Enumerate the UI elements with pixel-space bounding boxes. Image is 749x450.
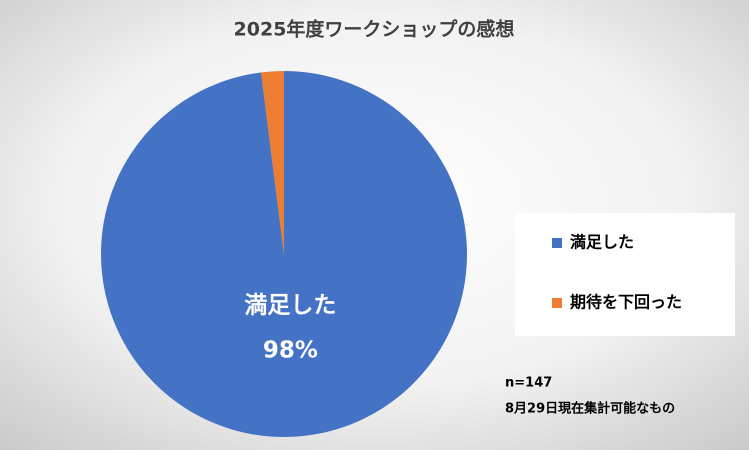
chart-title: 2025年度ワークショップの感想 xyxy=(234,18,515,41)
annotation: 8月29日現在集計可能なもの xyxy=(505,401,675,417)
annotation: n=147 xyxy=(505,376,552,391)
legend-label: 満足した xyxy=(570,233,634,252)
legend-swatch xyxy=(552,298,562,308)
data-label-value: 98% xyxy=(263,338,318,364)
legend-swatch xyxy=(552,238,562,248)
data-label-category: 満足した xyxy=(244,293,336,319)
pie-slice xyxy=(100,71,467,437)
pie-slice xyxy=(261,71,284,254)
legend-box xyxy=(515,213,735,336)
legend-label: 期待を下回った xyxy=(570,293,682,312)
